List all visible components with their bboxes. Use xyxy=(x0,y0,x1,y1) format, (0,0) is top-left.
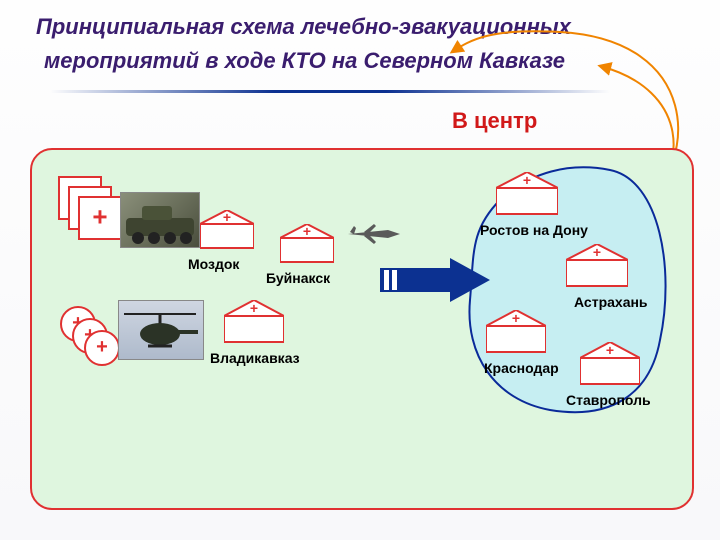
field-hospital-squares: + + + xyxy=(58,176,122,240)
apc-image xyxy=(120,192,200,248)
svg-text:+: + xyxy=(593,244,601,260)
svg-text:+: + xyxy=(250,300,258,316)
plane-icon xyxy=(346,222,402,246)
label-mozdok: Моздок xyxy=(188,256,239,272)
label-astrakhan: Астрахань xyxy=(574,294,648,310)
hospital-astrakhan: + xyxy=(566,244,628,288)
label-buynaksk: Буйнакск xyxy=(266,270,330,286)
svg-text:+: + xyxy=(223,210,231,225)
label-vladikavkaz: Владикавказ xyxy=(210,350,300,366)
hospital-stavropol: + xyxy=(580,342,640,386)
label-krasnodar: Краснодар xyxy=(484,360,559,376)
hospital-krasnodar: + xyxy=(486,310,546,354)
label-rostov: Ростов на Дону xyxy=(480,222,588,238)
label-stavropol: Ставрополь xyxy=(566,392,651,408)
field-medical-circles: + + + xyxy=(60,306,118,364)
svg-text:+: + xyxy=(523,172,531,188)
svg-text:+: + xyxy=(512,310,520,326)
hospital-vladikavkaz: + xyxy=(224,300,284,344)
svg-text:+: + xyxy=(303,224,311,239)
slide: Принципиальная схема лечебно-эвакуационн… xyxy=(0,0,720,540)
svg-text:+: + xyxy=(606,342,614,358)
evacuation-arrow xyxy=(380,258,490,302)
hospital-mozdok: + xyxy=(200,210,254,250)
hospital-rostov: + xyxy=(496,172,558,216)
hospital-buynaksk: + xyxy=(280,224,334,264)
helicopter-image xyxy=(118,300,204,360)
